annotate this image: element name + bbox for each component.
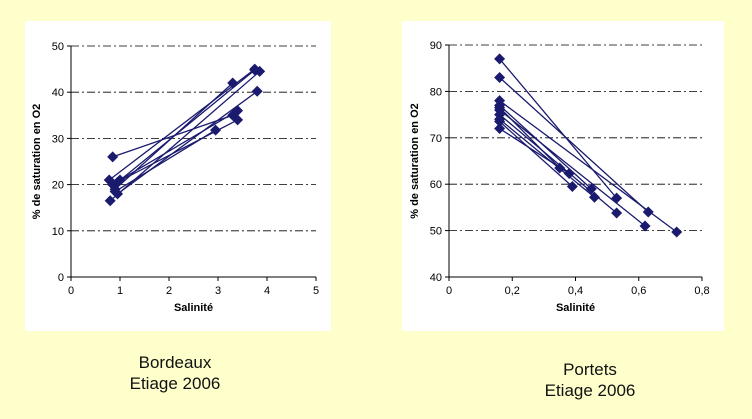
series-line [499,76,649,213]
y-tick-label: 30 [52,133,64,145]
x-tick-label: 1 [117,285,123,297]
x-tick-label: 2 [166,285,172,297]
caption-portets: Portets Etiage 2006 [515,359,665,401]
y-tick-label: 50 [52,41,64,53]
data-point [611,192,623,204]
series-line [112,114,233,158]
y-tick-label: 70 [430,133,442,145]
series-line [117,90,258,195]
data-point [494,53,506,65]
data-point [112,176,124,188]
data-point [566,181,578,193]
data-point [494,123,506,135]
y-axis-label: % de saturation en O2 [409,103,421,219]
x-tick-label: 0 [68,285,74,297]
data-point [210,124,222,136]
series-line [499,58,618,199]
caption-bordeaux-line2: Etiage 2006 [129,374,221,393]
x-tick-label: 0,4 [568,285,583,297]
chart-panel-bordeaux: 0 10 20 30 40 50 0 1 2 3 4 5 Salinité % de saturation… [25,21,331,331]
y-tick-label: 0 [58,272,64,284]
series-line [108,68,256,181]
y-tick-label: 20 [52,180,64,192]
data-point [671,226,683,238]
data-point [232,105,244,117]
y-tick-label: 60 [430,179,442,191]
data-point [494,102,506,114]
chart-bordeaux: 0 10 20 30 40 50 0 1 2 3 4 5 Salinité % de saturation… [31,41,319,314]
data-point [227,77,239,89]
series-line [119,110,238,181]
caption-portets-line1: Portets [563,360,617,379]
data-point [107,151,119,163]
series-line [499,107,561,169]
y-tick-label: 50 [430,226,442,238]
data-point [232,114,244,126]
series-line [499,121,573,188]
x-tick-label: 0,2 [505,285,520,297]
data-point [639,220,651,232]
y-tick-label: 40 [430,272,442,284]
caption-portets-line2: Etiage 2006 [544,381,636,400]
caption-bordeaux: Bordeaux Etiage 2006 [100,352,250,394]
x-tick-label: 0 [446,285,452,297]
y-tick-label: 40 [52,87,64,99]
caption-bordeaux-line1: Bordeaux [138,353,212,372]
x-tick-label: 0,8 [694,285,709,297]
x-tick-label: 3 [215,285,221,297]
data-point [554,162,566,174]
chart-panel-portets: 40 50 60 70 80 90 0 0,2 0,4 0,6 0,8 Salinité % de sa… [402,21,724,331]
y-tick-label: 10 [52,226,64,238]
data-point [563,168,575,180]
y-axis-label: % de saturation en O2 [31,104,43,220]
data-point [104,195,116,207]
x-tick-label: 5 [313,285,319,297]
x-axis-label: Salinité [174,302,213,314]
data-point [251,85,263,97]
series-line [114,129,216,193]
data-point [611,207,623,219]
series-line [117,69,256,183]
y-tick-label: 80 [430,86,442,98]
x-tick-label: 0,6 [631,285,646,297]
data-point [494,116,506,128]
series-line [499,109,646,227]
series-line [499,118,595,198]
data-point [249,64,261,76]
x-axis-label: Salinité [556,302,595,314]
y-tick-label: 90 [430,40,442,52]
x-tick-label: 4 [264,285,270,297]
data-point [588,191,600,203]
data-point [585,183,597,195]
data-point [494,71,506,83]
data-point [642,206,654,218]
data-point [109,186,121,198]
chart-portets: 40 50 60 70 80 90 0 0,2 0,4 0,6 0,8 Salinité % de sa… [409,40,710,314]
